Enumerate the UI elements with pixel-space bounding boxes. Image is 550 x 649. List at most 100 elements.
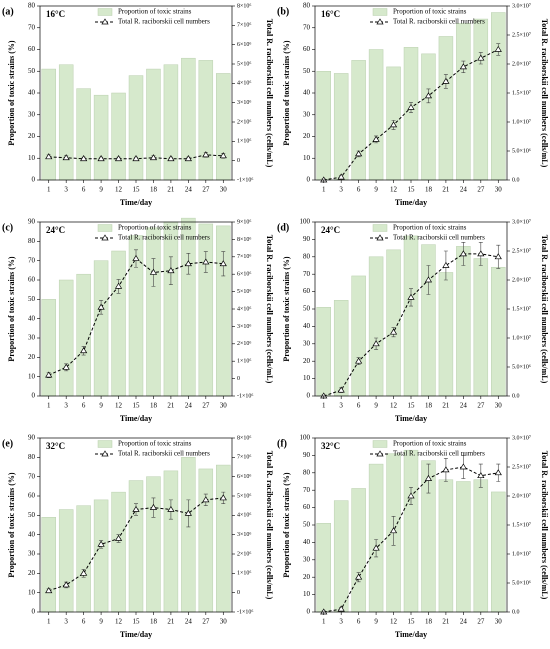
marker — [219, 152, 227, 159]
y-tick-label: 80 — [303, 2, 311, 10]
y2-tick-label: -1×10⁶ — [237, 609, 253, 615]
marker — [407, 293, 415, 300]
y2-tick-label: 3.0×10⁷ — [512, 435, 531, 441]
y-tick-label: 80 — [303, 252, 311, 260]
bar — [351, 488, 366, 613]
x-tick-label: 30 — [495, 186, 503, 194]
y-axis-label: Proportion of toxic strains (%) — [7, 472, 16, 578]
panel: 0 10 20 30 40 50 60 70 80 0.0 5.0×10⁶ 1.0×10⁷ 1.5×10… — [277, 2, 549, 207]
marker — [114, 282, 123, 289]
bar — [76, 505, 91, 613]
y-tick-label: 10 — [303, 154, 311, 162]
marker — [494, 469, 502, 476]
y2-axis-label: Total R. raciborskii cell numbers (cells… — [265, 235, 274, 384]
marker — [219, 260, 227, 267]
panel-label: (a) — [2, 6, 14, 17]
bar — [491, 12, 506, 181]
legend-swatch — [372, 224, 388, 232]
marker — [149, 268, 158, 275]
panel: 0 10 20 30 40 50 60 70 80 90 100 0.0 5.0×10⁶ 1.0×10⁷ 1… — [277, 218, 549, 423]
y-tick-label: 60 — [303, 45, 311, 53]
x-tick-label: 21 — [442, 186, 450, 194]
y2-tick-label: 1.5×10⁷ — [512, 90, 531, 96]
bar — [333, 500, 349, 613]
y-axis-label: Proportion of toxic strains (%) — [282, 472, 291, 578]
panel-label: (f) — [277, 438, 287, 449]
y2-tick-label: 5.0×10⁶ — [512, 364, 531, 370]
x-tick-label: 27 — [477, 186, 485, 194]
y2-tick-label: 0 — [237, 158, 240, 164]
x-tick-label: 18 — [150, 402, 158, 410]
y-axis-label: Proportion of toxic strains (%) — [282, 256, 291, 362]
x-tick-label: 6 — [357, 618, 361, 626]
bar — [473, 258, 489, 397]
y-tick-label: 90 — [28, 434, 36, 442]
x-tick-label: 3 — [339, 186, 343, 194]
bar — [111, 92, 126, 181]
x-tick-label: 24 — [185, 186, 193, 194]
bar — [198, 223, 214, 397]
y2-tick-label: 7×10⁶ — [237, 455, 251, 461]
bar — [473, 18, 489, 181]
marker — [407, 492, 415, 499]
y2-tick-label: 2.5×10⁷ — [512, 248, 531, 254]
y-tick-label: 10 — [28, 154, 36, 162]
bar — [403, 235, 419, 397]
y-tick-label: 100 — [300, 434, 311, 442]
bar — [438, 479, 454, 613]
y2-tick-label: 2.0×10⁷ — [512, 61, 531, 67]
x-tick-label: 12 — [390, 618, 398, 626]
y-tick-label: 10 — [303, 374, 311, 382]
y2-tick-label: 7×10⁶ — [237, 23, 251, 29]
y-tick-label: 40 — [28, 314, 36, 322]
legend-label: Total R. raciborskii cell numbers — [393, 18, 485, 26]
marker — [337, 173, 345, 180]
legend-label: Proportion of toxic strains — [393, 8, 467, 16]
x-tick-label: 1 — [322, 402, 326, 410]
y-tick-label: 0 — [307, 392, 311, 400]
y-axis-label: Proportion of toxic strains (%) — [7, 40, 16, 146]
legend-label: Proportion of toxic strains — [118, 440, 192, 448]
y2-tick-label: 6×10⁶ — [237, 272, 251, 278]
bar — [128, 75, 144, 181]
bar — [163, 64, 179, 181]
legend-label: Total R. raciborskii cell numbers — [118, 18, 210, 26]
marker — [477, 472, 485, 479]
legend-marker — [376, 450, 384, 457]
x-tick-label: 1 — [322, 186, 326, 194]
y-tick-label: 70 — [28, 472, 36, 480]
legend-swatch — [372, 8, 388, 16]
legend-marker — [101, 18, 109, 25]
y-tick-label: 50 — [303, 67, 311, 75]
marker — [184, 155, 192, 162]
y-axis-label: Proportion of toxic strains (%) — [7, 256, 16, 362]
marker — [132, 155, 140, 162]
y-tick-label: 90 — [28, 218, 36, 226]
x-tick-label: 27 — [202, 402, 210, 410]
bar — [333, 300, 349, 397]
y-tick-label: 50 — [28, 511, 36, 519]
x-tick-label: 30 — [220, 402, 228, 410]
bar — [111, 491, 126, 613]
y2-tick-label: 2.5×10⁷ — [512, 32, 531, 38]
y-tick-label: 50 — [303, 305, 311, 313]
y2-tick-label: 1×10⁶ — [237, 571, 251, 577]
y-tick-label: 20 — [28, 569, 36, 577]
marker — [459, 250, 467, 257]
marker — [389, 328, 398, 335]
y-tick-label: 0 — [32, 176, 36, 184]
legend-swatch — [372, 440, 388, 448]
x-tick-label: 24 — [460, 186, 468, 194]
x-tick-label: 6 — [82, 618, 86, 626]
annotation: 32°C — [46, 441, 65, 451]
panel: 0 10 20 30 40 50 60 70 80 -1×10⁶ 0 1×10⁶ 2×10⁶ 3×10⁶ 4… — [2, 2, 274, 207]
panel: 0 10 20 30 40 50 60 70 80 90 100 0.0 5.0×10⁶ 1.0×10⁷ 1… — [277, 434, 549, 639]
bar — [41, 68, 56, 181]
y-tick-label: 70 — [28, 256, 36, 264]
marker — [337, 386, 345, 393]
marker — [184, 260, 192, 267]
panel: 0 10 20 30 40 50 60 70 80 90 -1×10⁶ 0 1×10⁶ 2×10⁶ 3×10… — [2, 434, 274, 639]
x-tick-label: 9 — [374, 402, 378, 410]
x-tick-label: 18 — [425, 186, 433, 194]
y-tick-label: 70 — [303, 486, 311, 494]
